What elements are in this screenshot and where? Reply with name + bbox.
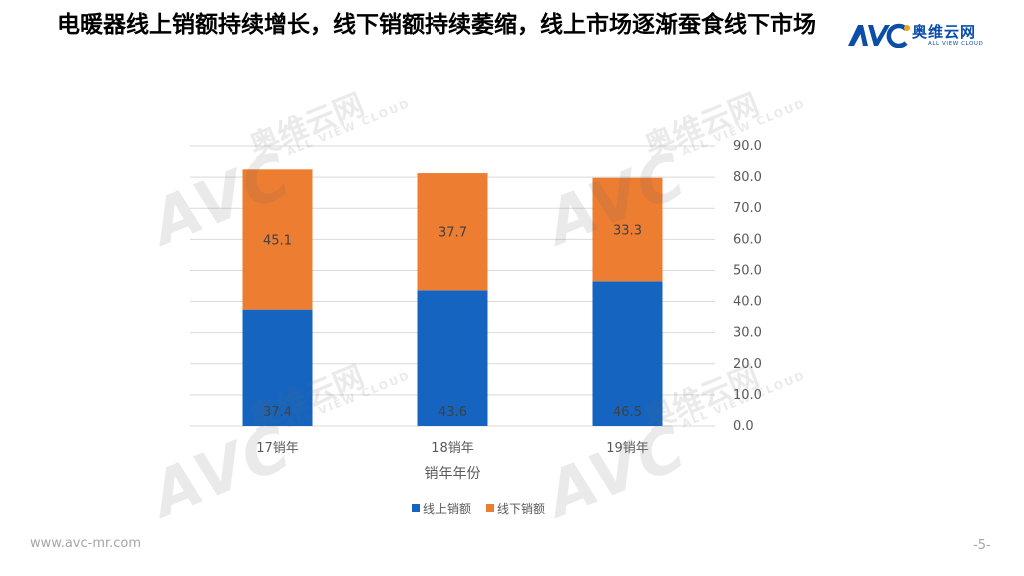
y-tick-label: 40.0 (733, 295, 762, 310)
page-title: 电暖器线上销额持续增长，线下销额持续萎缩，线上市场逐渐蚕食线下市场 (57, 12, 816, 38)
data-label: 46.5 (613, 405, 642, 420)
footer-url[interactable]: www.avc-mr.com (30, 536, 142, 551)
y-tick-label: 80.0 (733, 170, 762, 185)
bar-offline (417, 173, 488, 291)
legend-offline: 线下销额 (497, 502, 545, 516)
x-tick-label: 19销年 (606, 441, 649, 456)
y-tick-label: 30.0 (733, 326, 762, 341)
bar-offline (592, 177, 663, 282)
data-label: 33.3 (613, 224, 642, 239)
y-tick-label: 50.0 (733, 263, 762, 278)
y-tick-label: 0.0 (733, 419, 754, 434)
data-label: 37.4 (263, 405, 292, 420)
y-tick-label: 60.0 (733, 232, 762, 247)
logo-name: 奥维云网 (912, 23, 977, 41)
data-label: 43.6 (438, 405, 467, 420)
page-number: -5- (973, 538, 991, 553)
x-axis-title: 销年年份 (425, 466, 481, 482)
avc-logo-icon (848, 23, 910, 48)
bar-offline (242, 169, 313, 310)
legend-swatch (486, 504, 494, 512)
data-label: 45.1 (263, 233, 292, 248)
bar-online (242, 309, 313, 426)
legend-online: 线上销额 (423, 502, 471, 516)
y-tick-label: 70.0 (733, 201, 762, 216)
bar-online (417, 290, 488, 426)
y-tick-label: 90.0 (733, 139, 762, 154)
data-label: 37.7 (438, 226, 467, 241)
x-tick-label: 18销年 (431, 441, 474, 456)
logo-subtitle: ALL VIEW CLOUD (928, 41, 984, 47)
avc-logo: 奥维云网 ALL VIEW CLOUD (846, 22, 1006, 52)
y-tick-label: 20.0 (733, 357, 762, 372)
x-tick-label: 17销年 (256, 441, 299, 456)
bar-online (592, 281, 663, 426)
legend-swatch (412, 504, 420, 512)
y-tick-label: 10.0 (733, 388, 762, 403)
